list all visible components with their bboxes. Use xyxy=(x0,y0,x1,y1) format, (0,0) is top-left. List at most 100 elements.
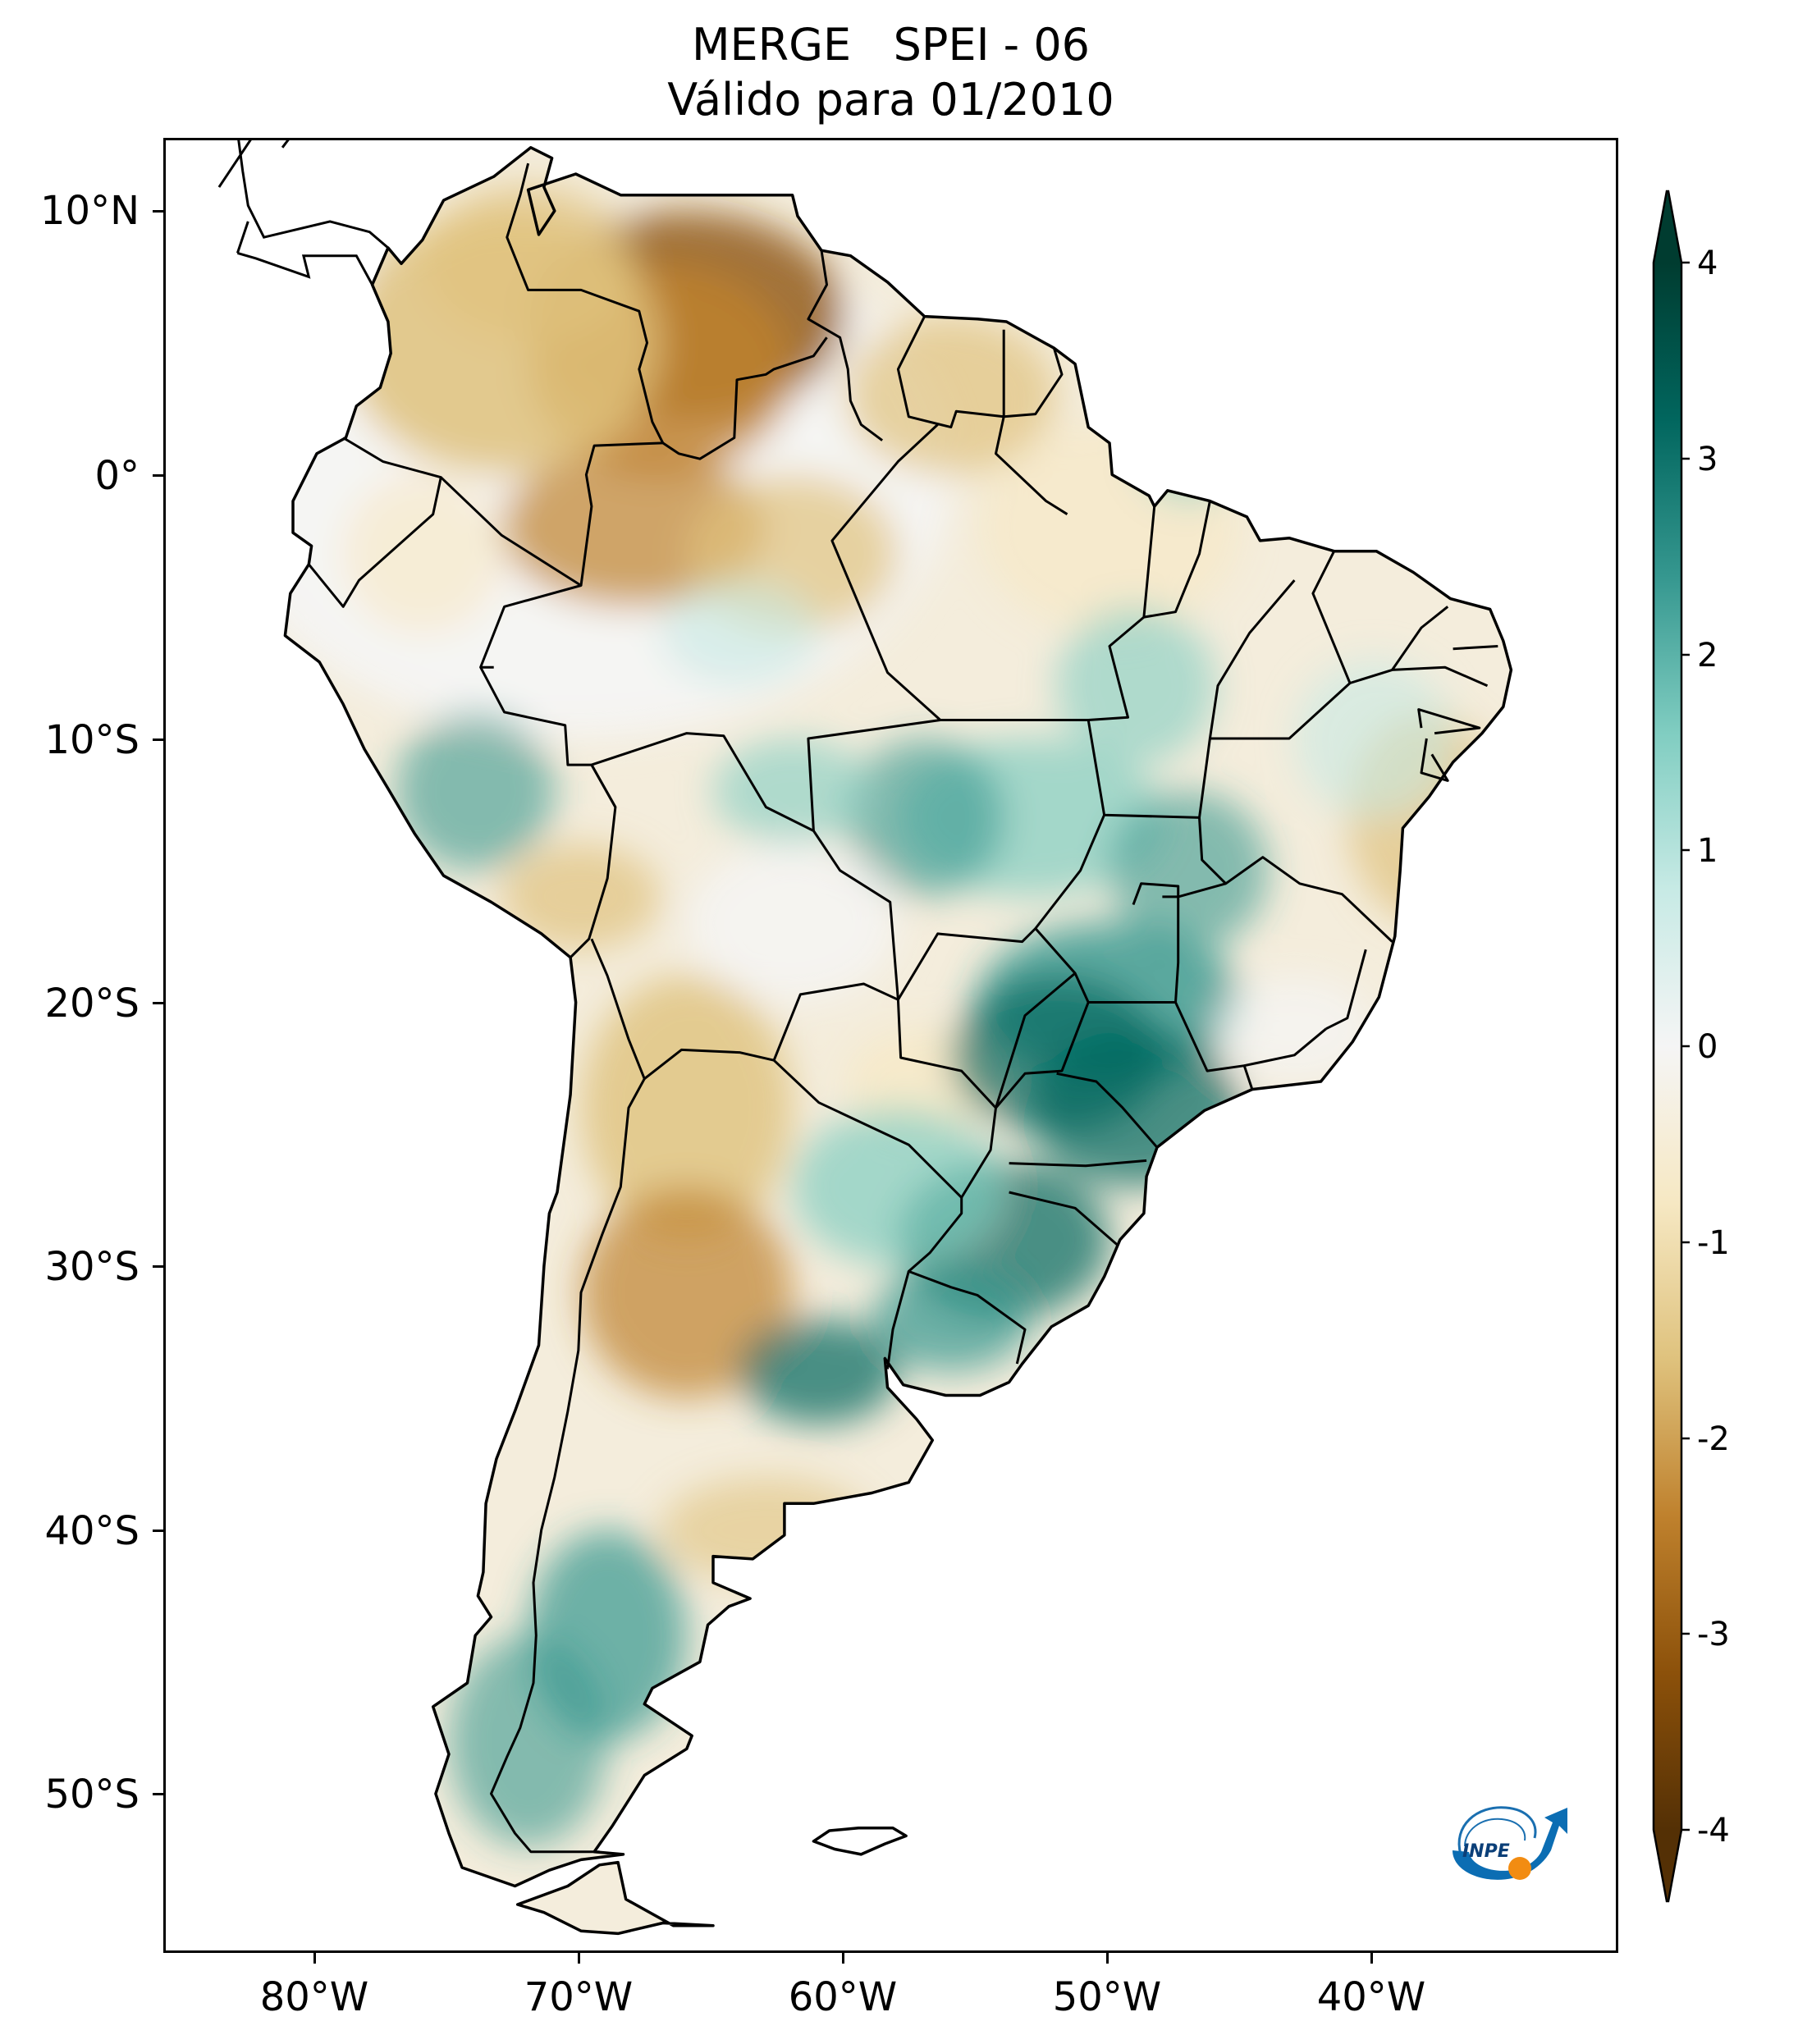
colorbar xyxy=(1652,190,1690,1903)
border-line xyxy=(1143,501,1211,619)
border-line xyxy=(995,972,1077,1109)
lon-label-60w: 60°W xyxy=(788,1974,898,2020)
spei-anomaly-region xyxy=(1056,606,1215,766)
lat-label-0: 0° xyxy=(94,453,140,499)
lat-tick xyxy=(153,1530,163,1532)
spei-anomaly-region xyxy=(501,844,661,950)
spei-anomaly-region xyxy=(660,1477,872,1583)
spei-shading xyxy=(285,147,1512,1934)
border-line xyxy=(897,927,1036,1001)
border-line xyxy=(1349,665,1489,688)
spei-anomaly-region xyxy=(872,1266,1031,1372)
spei-anomaly-region xyxy=(1109,791,1269,950)
colorbar-tick-label: 1 xyxy=(1697,832,1718,870)
spei-anomaly-region xyxy=(1136,396,1242,501)
lon-tick xyxy=(1370,1953,1373,1964)
border-line xyxy=(1453,645,1498,651)
border-line xyxy=(1009,1191,1119,1246)
lon-label-50w: 50°W xyxy=(1052,1974,1162,2020)
inpe-logo: INPE xyxy=(1453,1806,1567,1880)
spei-anomaly-region xyxy=(396,711,555,871)
border-line xyxy=(1174,1001,1254,1091)
border-line xyxy=(1056,1072,1159,1149)
central-america-border xyxy=(237,140,389,249)
border-line xyxy=(1391,606,1449,671)
colorbar-tick-label: 2 xyxy=(1697,637,1718,674)
colorbar-tick-label: -4 xyxy=(1697,1812,1730,1850)
border-line xyxy=(995,1001,1090,1109)
spei-anomaly-region xyxy=(1294,659,1453,818)
lat-tick xyxy=(153,738,163,741)
lon-tick xyxy=(1106,1953,1109,1964)
spei-anomaly-region xyxy=(792,1108,1004,1267)
border-line xyxy=(1009,1159,1147,1168)
border-line xyxy=(773,999,997,1199)
lat-tick xyxy=(153,1265,163,1268)
lat-tick xyxy=(153,210,163,213)
colorbar-upper-extend xyxy=(1654,191,1681,263)
border-line xyxy=(506,162,665,586)
map-title-line2: Válido para 01/2010 xyxy=(667,74,1114,126)
border-line xyxy=(590,732,899,1081)
lon-label-70w: 70°W xyxy=(524,1974,634,2020)
border-line xyxy=(661,336,828,460)
colorbar-tick-label: 0 xyxy=(1697,1028,1718,1066)
border-line xyxy=(440,476,617,958)
spei-anomaly-region xyxy=(449,1635,608,1847)
lon-label-40w: 40°W xyxy=(1316,1974,1426,2020)
border-line xyxy=(995,416,1068,515)
lon-tick xyxy=(842,1953,844,1964)
spei-anomaly-region xyxy=(1215,976,1374,1081)
border-line xyxy=(1132,882,1180,906)
colorbar-tick-label: 3 xyxy=(1697,441,1718,478)
coastline xyxy=(283,146,1513,1936)
border-line xyxy=(907,1197,1027,1365)
colorbar-tick-label: -3 xyxy=(1697,1616,1730,1653)
spei-anomaly-region xyxy=(686,844,899,1003)
map-panel xyxy=(163,138,1618,1953)
border-line xyxy=(1325,949,1367,1031)
lat-label-30s: 30°S xyxy=(44,1244,140,1290)
central-america-outline xyxy=(217,140,389,286)
border-line xyxy=(1208,551,1352,740)
border-line xyxy=(1004,347,1064,418)
colorbar-tick-label: 4 xyxy=(1697,245,1718,282)
lat-label-10n: 10°N xyxy=(40,188,140,234)
border-line xyxy=(490,1077,646,1854)
svg-text:INPE: INPE xyxy=(1462,1841,1510,1862)
border-line xyxy=(590,764,617,808)
lon-tick xyxy=(578,1953,580,1964)
spei-anomaly-region xyxy=(713,738,872,844)
lat-tick xyxy=(153,474,163,477)
spei-anomaly-region xyxy=(581,1187,793,1398)
lat-label-50s: 50°S xyxy=(44,1772,140,1818)
colorbar-lower-extend xyxy=(1654,1830,1681,1901)
border-line xyxy=(1198,817,1393,943)
political-borders xyxy=(308,162,1498,1854)
lon-label-80w: 80°W xyxy=(259,1974,369,2020)
map-title-line1: MERGE SPEI - 06 xyxy=(691,19,1091,71)
border-line xyxy=(886,1271,910,1370)
central-america-border xyxy=(281,140,290,149)
central-america-border xyxy=(236,251,373,286)
colorbar-body xyxy=(1654,263,1681,1830)
central-america-border xyxy=(236,221,249,254)
lon-tick xyxy=(313,1953,316,1964)
lat-label-40s: 40°S xyxy=(44,1508,140,1554)
colorbar-tick-label: -1 xyxy=(1697,1224,1730,1262)
spei-anomaly-region xyxy=(739,1319,899,1424)
central-america-border xyxy=(217,140,252,188)
lat-tick xyxy=(153,1793,163,1795)
spei-anomaly-region xyxy=(845,738,1004,897)
south-america-map xyxy=(217,140,1513,1936)
border-line xyxy=(308,437,442,608)
colorbar-tick-label: -2 xyxy=(1697,1420,1730,1458)
spei-anomaly-region xyxy=(422,184,634,343)
border-line xyxy=(807,249,883,441)
border-line xyxy=(1420,738,1449,782)
lat-label-20s: 20°S xyxy=(44,981,140,1027)
lat-label-10s: 10°S xyxy=(44,717,140,763)
spei-anomaly-region xyxy=(660,580,819,686)
lat-tick xyxy=(153,1002,163,1004)
border-line xyxy=(1088,505,1156,721)
